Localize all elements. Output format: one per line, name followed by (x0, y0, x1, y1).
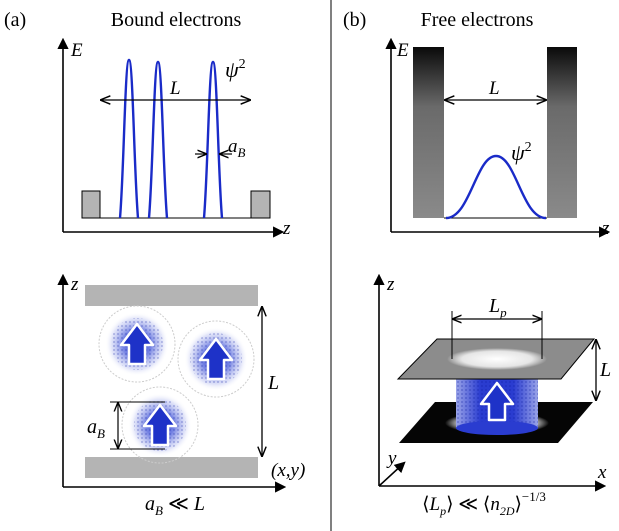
y-axis-label-3d: y (386, 448, 397, 469)
z-axis-label-bottom: z (70, 274, 79, 295)
panel-b-title: Free electrons (421, 9, 534, 31)
wavefunction-peak-1 (118, 58, 140, 219)
bound-schematic: z (x,y) aB L aB ≪ L (57, 273, 305, 518)
psi-exponent-b: 2 (525, 140, 532, 155)
psi-symbol-b: ψ (511, 140, 525, 165)
wavefunction-peak-3 (202, 60, 224, 219)
plate-separation-label: L (267, 372, 279, 394)
z-axis-label: z (282, 218, 291, 239)
energy-axis-label-b: E (396, 40, 409, 61)
bohr-radius-label: aB (87, 416, 105, 441)
width-subscript: B (238, 145, 246, 160)
spin-arrow-1 (119, 322, 155, 366)
top-plate (85, 285, 258, 306)
layer-separation-label: L (599, 359, 611, 381)
xy-axis-label: (x,y) (271, 460, 305, 481)
bound-energy-plot: E z L ψ2 aB (57, 37, 291, 239)
psi-squared-label: ψ2 (225, 57, 246, 82)
length-label-b: L (488, 78, 500, 99)
z-axis-label-b: z (601, 218, 610, 239)
free-wavefunction (445, 154, 547, 220)
z-axis-label-3d: z (386, 274, 395, 295)
energy-axis-label: E (70, 40, 83, 61)
left-barrier (81, 190, 101, 219)
bohr-radius-subscript: B (97, 426, 105, 441)
free-relation: ⟨Lp⟩ ≪ ⟨n2D⟩−1/3 (422, 489, 546, 518)
free-schematic: z x y Lp L ⟨Lp⟩ ≪ ⟨n2D⟩−1/3 (373, 273, 611, 518)
y-axis-3d (378, 461, 406, 487)
wavefunction-peak-2 (147, 60, 169, 219)
right-barrier (250, 190, 271, 219)
panel-a-title: Bound electrons (111, 9, 242, 31)
bound-electron-2 (177, 320, 255, 398)
spin-arrow-3 (142, 403, 178, 447)
bound-relation: aB ≪ L (145, 493, 205, 518)
panel-b-label: (b) (343, 9, 366, 31)
bottom-plate (85, 457, 258, 478)
x-axis-label-3d: x (597, 462, 607, 483)
electron-column-base (456, 421, 538, 435)
left-wall (413, 47, 444, 218)
width-symbol: a (228, 136, 238, 157)
psi-symbol: ψ (225, 57, 239, 82)
puddle-symbol: L (488, 295, 500, 317)
bohr-radius-symbol: a (87, 416, 97, 438)
puddle-size-label: Lp (488, 295, 507, 320)
top-layer-spot (447, 348, 547, 370)
free-energy-plot: E z L ψ2 (385, 37, 611, 239)
right-wall (547, 47, 577, 218)
psi-exponent: 2 (239, 57, 246, 72)
spin-arrow-free (479, 381, 515, 422)
length-label: L (169, 78, 181, 99)
psi-squared-label-b: ψ2 (511, 140, 532, 165)
puddle-subscript: p (499, 305, 507, 320)
panel-a-label: (a) (4, 9, 26, 31)
bound-electron-1 (98, 305, 176, 383)
spin-arrow-2 (198, 337, 234, 381)
width-label: aB (228, 136, 246, 160)
bound-electron-3 (121, 386, 199, 464)
